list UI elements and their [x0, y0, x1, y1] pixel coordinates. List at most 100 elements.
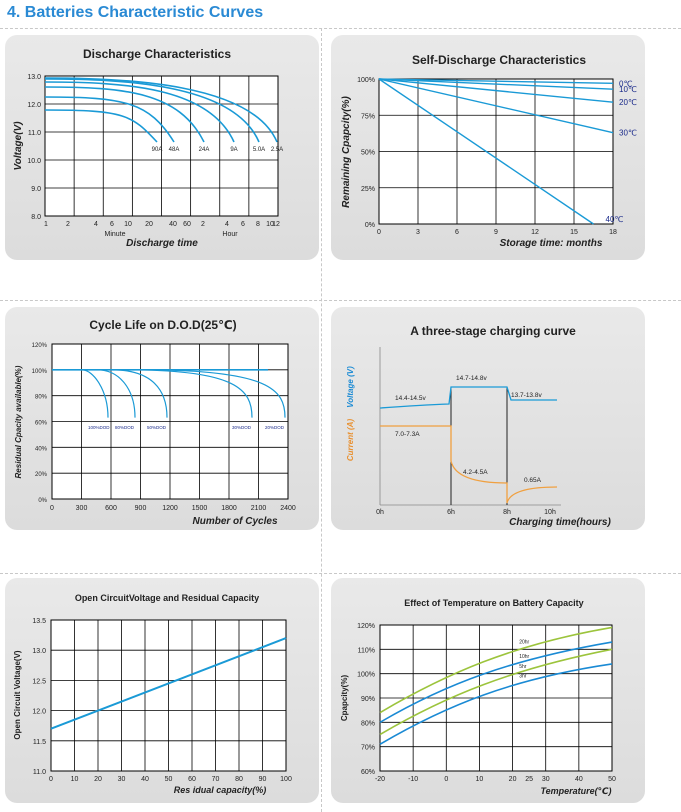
chart-title: Cycle Life on D.O.D(25℃) [89, 318, 236, 332]
x-tick-label: 8 [256, 221, 260, 228]
x-tick-label: 0h [376, 509, 384, 516]
x-tick-label: 1200 [162, 505, 178, 512]
series-label: 10℃ [619, 85, 637, 94]
x-axis-label: Storage time: months [500, 238, 603, 249]
y-tick-label: 13.0 [32, 648, 46, 655]
series-label: 40℃ [606, 215, 624, 224]
current-curve [380, 425, 558, 504]
annotation: 14.7-14.8v [456, 375, 487, 382]
temperature-panel: Effect of Temperature on Battery Capacit… [331, 578, 645, 803]
y-tick-label: 100% [357, 672, 375, 679]
y-axis-label-current: Current (A) [346, 419, 355, 462]
self-discharge-line [378, 78, 614, 90]
self-discharge-panel: Self-Discharge Characteristics 100% 75% 50%… [331, 35, 645, 260]
x-tick-label: 60 [183, 221, 191, 228]
x-tick-label: 10 [124, 221, 132, 228]
x-axis-label: Discharge time [126, 238, 198, 249]
x-tick-label: 1500 [192, 505, 208, 512]
series-label: 50%DOD [147, 425, 167, 430]
y-tick-label: 0% [38, 498, 47, 504]
series-label: 20℃ [619, 98, 637, 107]
x-tick-label: 15 [570, 229, 578, 236]
y-tick-label: 40% [35, 446, 48, 452]
x-axis-label: Res idual capacity(%) [174, 785, 267, 795]
x-tick-label: 100 [280, 776, 292, 783]
x-tick-label: 60 [188, 776, 196, 783]
self-discharge-chart: Self-Discharge Characteristics 100% 75% 50%… [341, 53, 637, 249]
y-axis-label-voltage: Voltage (V) [346, 366, 355, 408]
x-tick-label: 1800 [221, 505, 237, 512]
x-tick-label: 50 [608, 776, 616, 783]
x-tick-label: 1 [44, 221, 48, 228]
y-tick-label: 80% [361, 720, 375, 727]
cycle-curve [111, 369, 168, 418]
y-tick-label: 120% [32, 343, 48, 349]
y-tick-label: 12.0 [27, 102, 41, 109]
temperature-chart: Effect of Temperature on Battery Capacit… [340, 598, 616, 796]
y-tick-label: 110% [358, 647, 375, 654]
x-tick-label: 4 [225, 221, 229, 228]
self-discharge-line [378, 78, 614, 103]
cycle-curve [81, 369, 109, 418]
temperature-curve [379, 663, 613, 745]
y-tick-label: 25% [361, 186, 375, 193]
x-tick-label: 40 [141, 776, 149, 783]
annotation: 7.0-7.3A [395, 431, 420, 438]
discharge-curve [44, 86, 205, 143]
series-label: 20hr [519, 639, 529, 645]
cycle-curve [141, 369, 286, 418]
x-group-label: Hour [222, 231, 238, 238]
section-heading: 4. Batteries Characteristic Curves [7, 4, 264, 21]
x-tick-label: 18 [609, 229, 617, 236]
cycle-curve [126, 369, 253, 418]
x-tick-label: 30 [118, 776, 126, 783]
x-tick-label: 10 [476, 776, 484, 783]
ocv-panel: Open CircuitVoltage and Residual Capacit… [5, 578, 319, 803]
discharge-panel: Discharge Characteristics 13.0 12.0 11.0 10.… [5, 35, 319, 260]
x-tick-label: 0 [49, 776, 53, 783]
self-discharge-line [378, 78, 594, 225]
discharge-curve [44, 78, 260, 143]
annotation: 0.65A [524, 477, 542, 484]
x-tick-label: 2 [66, 221, 70, 228]
annotation: 4.2-4.5A [463, 469, 488, 476]
x-tick-label: 0 [377, 229, 381, 236]
y-tick-label: 11.0 [33, 769, 46, 776]
series-label: 5hr [519, 664, 527, 670]
x-tick-label: 20 [145, 221, 153, 228]
y-tick-label: 12.0 [32, 709, 46, 716]
y-tick-label: 11.5 [33, 739, 46, 746]
y-tick-label: 9.0 [31, 186, 41, 193]
y-tick-label: 80% [35, 395, 48, 401]
x-tick-label: 600 [105, 505, 117, 512]
series-label: 80%DOD [115, 425, 135, 430]
temperature-curve [379, 626, 613, 714]
y-axis-label: Voltage(V) [13, 121, 24, 171]
x-axis-label: Temperature(℃) [540, 786, 611, 796]
chart-title: A three-stage charging curve [410, 324, 576, 338]
chart-title: Discharge Characteristics [83, 47, 231, 61]
y-tick-label: 120% [357, 623, 375, 630]
x-tick-label: 6h [447, 509, 455, 516]
x-tick-label: 6 [455, 229, 459, 236]
x-tick-label: 10 [71, 776, 79, 783]
x-tick-label: 20 [94, 776, 102, 783]
x-tick-label: 2400 [280, 505, 296, 512]
x-tick-label: 3 [416, 229, 420, 236]
series-label: 90A [152, 147, 163, 153]
chart-title: Open CircuitVoltage and Residual Capacit… [75, 593, 259, 603]
three-stage-panel: A three-stage charging curve 0h 6h 8h 10h Cha… [331, 307, 645, 530]
x-tick-label: 20 [509, 776, 517, 783]
y-tick-label: 60% [361, 769, 375, 776]
x-tick-label: 10 [266, 221, 274, 228]
x-tick-label: 900 [135, 505, 147, 512]
ocv-line [50, 637, 287, 730]
discharge-chart: Discharge Characteristics 13.0 12.0 11.0 10.… [13, 47, 283, 249]
y-tick-label: 20% [35, 472, 48, 478]
y-tick-label: 90% [361, 696, 375, 703]
x-tick-label: 6 [110, 221, 114, 228]
x-tick-label: 40 [575, 776, 583, 783]
series-label: 30℃ [619, 129, 637, 138]
chart-title: Self-Discharge Characteristics [412, 53, 586, 67]
x-tick-label: 25 [525, 776, 533, 783]
